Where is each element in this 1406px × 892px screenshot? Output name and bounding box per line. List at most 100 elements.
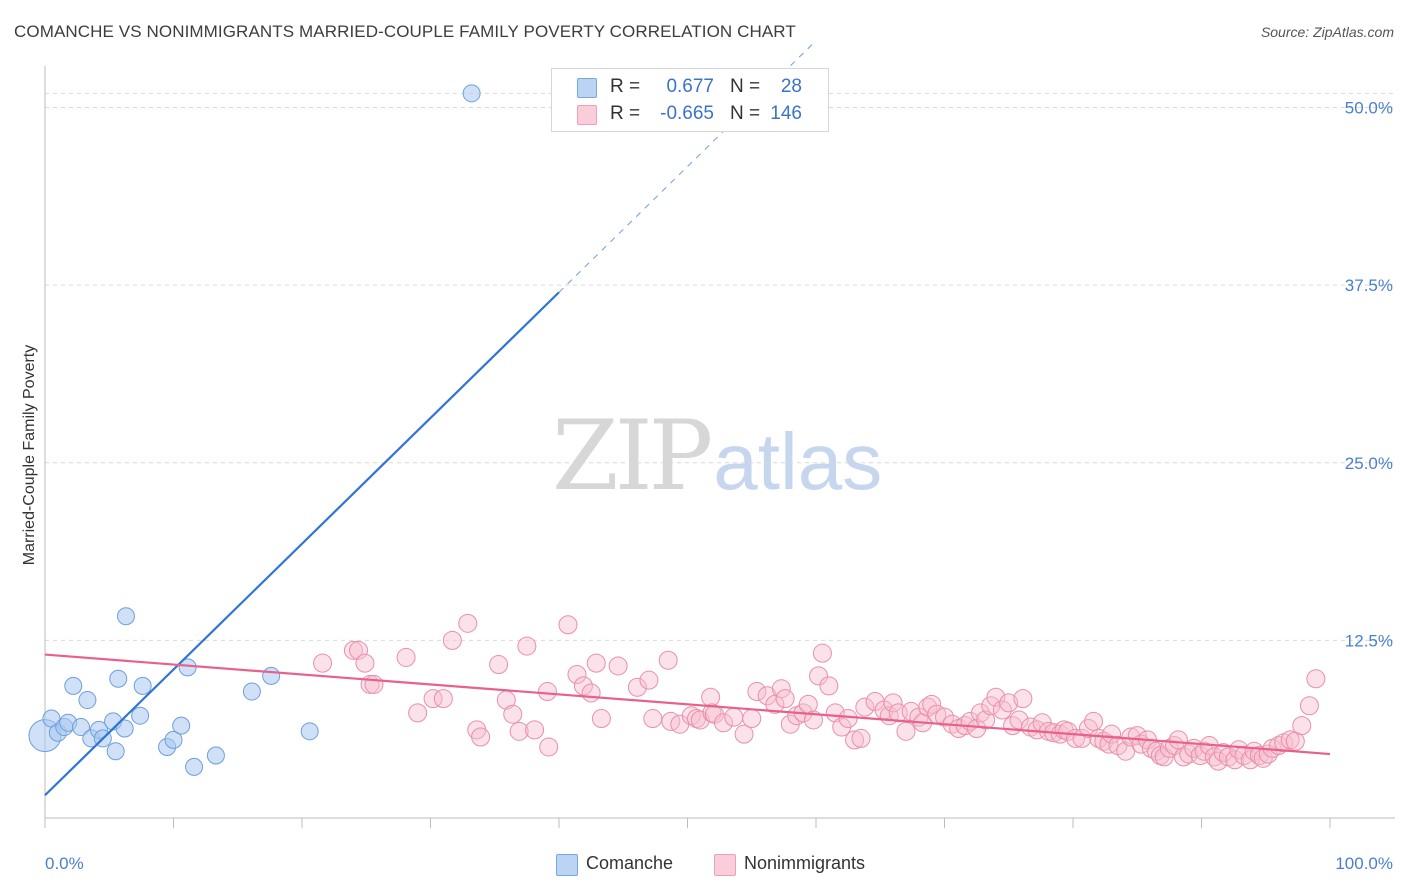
nonimmigrants-point [639, 670, 659, 690]
correlation-legend: R = 0.677 N = 28 R = -0.665 N = 146 [551, 68, 829, 132]
nonimmigrants-point [503, 704, 523, 724]
nonimmigrants-point [742, 709, 762, 729]
nonimmigrants-point [581, 683, 601, 703]
comanche-point [185, 757, 204, 776]
comanche-legend-label: Comanche [586, 853, 674, 873]
comanche-legend-swatch [556, 854, 578, 876]
nonimmigrants-legend-swatch [714, 854, 736, 876]
nonimmigrants-point [809, 666, 829, 686]
nonimmigrants-point [364, 674, 384, 694]
nonimmigrants-point [922, 694, 942, 714]
nonimmigrants-point [1089, 728, 1109, 748]
nonimmigrants-point [1306, 669, 1326, 689]
comanche-point [116, 607, 135, 626]
legend-r-label: R = [610, 103, 641, 124]
nonimmigrants-point [845, 730, 865, 750]
tick-labels: 12.5% 25.0% 37.5% 50.0% 0.0% 100.0% [45, 99, 1393, 873]
comanche-point [131, 706, 150, 725]
nonimmigrants-point [1168, 730, 1188, 750]
comanche-point [109, 669, 128, 688]
nonimmigrants-point [433, 689, 453, 709]
nonimmigrants-point [851, 728, 871, 748]
chart-title: COMANCHE VS NONIMMIGRANTS MARRIED-COUPLE… [14, 22, 796, 41]
nonimmigrants-legend-label: Nonimmigrants [744, 853, 866, 873]
nonimmigrants-point [896, 721, 916, 741]
nonimmigrants-point [771, 679, 791, 699]
comanche-point [242, 682, 261, 701]
nonimmigrants-point [489, 655, 509, 675]
nonimmigrants-point [471, 727, 491, 747]
nonimmigrants-point [724, 707, 744, 727]
nonimmigrants-point [408, 703, 428, 723]
nonimmigrants-point [812, 643, 832, 663]
nonimmigrants-point [517, 636, 537, 656]
nonimmigrants-point [573, 676, 593, 696]
nonimmigrants-point [643, 709, 663, 729]
comanche-point [262, 666, 281, 685]
grid-lines [45, 92, 1395, 641]
nonimmigrants-point [313, 653, 333, 673]
nonimmigrants-point [658, 650, 678, 670]
nonimmigrants-point [825, 703, 845, 723]
comanche-point [300, 722, 319, 741]
nonimmigrants-point [713, 713, 733, 733]
nonimmigrants-point [355, 653, 375, 673]
nonimmigrants-point [1299, 696, 1319, 716]
nonimmigrants-point [775, 689, 795, 709]
comanche-point [462, 84, 481, 103]
nonimmigrants-point [734, 724, 754, 744]
nonimmigrants-point [992, 700, 1012, 720]
nonimmigrants-point [608, 656, 628, 676]
legend-r-value: 0.677 [666, 76, 714, 97]
nonimmigrants-point [681, 706, 701, 726]
y-axis-label: Married-Couple Family Poverty [21, 345, 38, 566]
nonimmigrants-point [935, 707, 954, 727]
y-tick-label: 12.5% [1345, 631, 1393, 650]
nonimmigrants-point [1013, 689, 1033, 709]
comanche-point [78, 691, 97, 710]
nonimmigrants-point [396, 647, 416, 667]
trendlines [44, 40, 1331, 797]
y-tick-label: 50.0% [1345, 99, 1393, 118]
comanche-point [164, 730, 183, 749]
nonimmigrants-swatch [577, 105, 597, 125]
comanche-point [64, 676, 83, 695]
legend-row-nonimmigrants: R = -0.665 N = 146 [552, 101, 828, 127]
legend-r-value: -0.665 [660, 103, 714, 124]
nonimmigrants-point [627, 677, 647, 697]
nonimmigrants-point [999, 693, 1019, 713]
legend-n-value: 146 [770, 103, 802, 124]
y-tick-label: 37.5% [1345, 276, 1393, 295]
legend-n-label: N = [730, 103, 761, 124]
nonimmigrants-point [458, 613, 478, 633]
nonimmigrants-point [343, 640, 363, 660]
nonimmigrants-point [838, 709, 858, 729]
nonimmigrants-point [1084, 711, 1104, 731]
comanche-point [115, 719, 134, 738]
comanche-point [206, 746, 225, 765]
nonimmigrants-point [539, 737, 559, 757]
nonimmigrants-point [567, 664, 587, 684]
comanche-point [172, 716, 191, 735]
nonimmigrants-point [586, 653, 606, 673]
comanche-trendline [44, 291, 560, 797]
nonimmigrants-point [349, 640, 369, 660]
nonimmigrants-point [1292, 716, 1312, 736]
nonimmigrants-point [976, 710, 996, 730]
x-tick-label: 0.0% [45, 854, 84, 873]
source-credit: Source: ZipAtlas.com [1260, 24, 1394, 40]
nonimmigrants-point [442, 630, 462, 650]
nonimmigrants-point [558, 615, 578, 635]
x-tick-label: 100.0% [1335, 854, 1393, 873]
nonimmigrants-point [690, 710, 710, 730]
comanche-point [106, 742, 125, 761]
axes [44, 66, 1395, 828]
legend-row-comanche: R = 0.677 N = 28 [552, 74, 828, 100]
legend-n-label: N = [730, 76, 761, 97]
nonimmigrants-point [423, 689, 443, 709]
comanche-swatch [577, 78, 597, 98]
legend-n-value: 28 [780, 76, 802, 97]
nonimmigrants-point [537, 682, 557, 702]
nonimmigrants-point [747, 682, 767, 702]
